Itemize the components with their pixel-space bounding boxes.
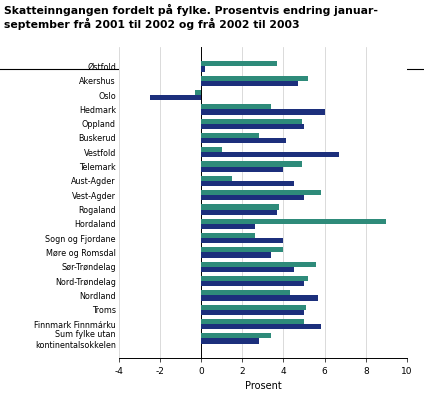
Bar (201, 204, 279, 209)
Bar (195, 90, 201, 95)
Bar (201, 138, 285, 143)
Bar (201, 119, 302, 124)
Bar (201, 162, 302, 167)
Bar (150, 95, 201, 100)
Bar (201, 109, 325, 114)
Legend: 2001-2002, 2002-2003: 2001-2002, 2002-2003 (179, 391, 347, 393)
Bar (201, 152, 339, 158)
Bar (201, 281, 304, 286)
Bar (201, 305, 306, 310)
Bar (201, 252, 271, 258)
Bar (201, 276, 308, 281)
Bar (201, 262, 316, 267)
Bar (201, 296, 318, 301)
Bar (201, 104, 271, 109)
Bar (201, 333, 271, 338)
Bar (201, 133, 259, 138)
Text: Skatteinngangen fordelt på fylke. Prosentvis endring januar-
september frå 2001 : Skatteinngangen fordelt på fylke. Prosen… (4, 4, 378, 30)
Bar (201, 209, 277, 215)
Bar (201, 219, 386, 224)
Bar (201, 224, 255, 229)
Bar (201, 66, 205, 72)
Bar (201, 61, 277, 66)
Bar (201, 247, 284, 252)
Bar (201, 147, 222, 152)
Bar (201, 75, 308, 81)
Bar (201, 167, 284, 172)
Bar (201, 181, 294, 186)
Bar (201, 190, 321, 195)
Bar (201, 233, 255, 238)
Bar (201, 290, 290, 296)
X-axis label: Prosent: Prosent (245, 381, 281, 391)
Bar (201, 124, 304, 129)
Bar (201, 338, 259, 343)
Bar (201, 238, 284, 243)
Bar (201, 195, 304, 200)
Bar (201, 176, 232, 181)
Bar (201, 81, 298, 86)
Bar (201, 324, 321, 329)
Bar (201, 267, 294, 272)
Bar (201, 319, 304, 324)
Bar (201, 310, 304, 315)
